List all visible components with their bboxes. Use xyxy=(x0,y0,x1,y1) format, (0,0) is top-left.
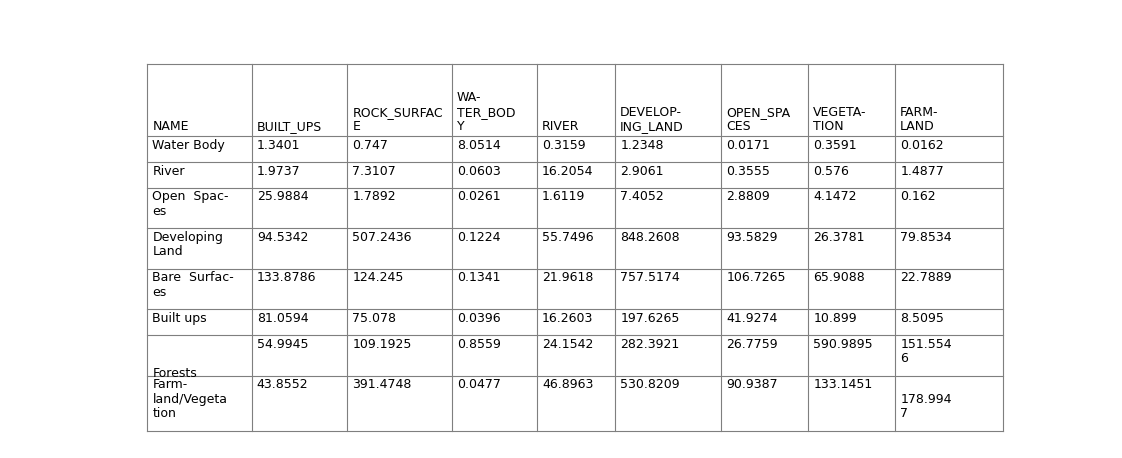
Text: 530.8209: 530.8209 xyxy=(620,378,680,391)
Text: 16.2054: 16.2054 xyxy=(542,164,594,178)
Text: 106.7265: 106.7265 xyxy=(726,272,785,284)
Text: Forests: Forests xyxy=(153,338,197,380)
Text: 1.3401: 1.3401 xyxy=(257,139,301,152)
Text: 41.9274: 41.9274 xyxy=(726,312,778,325)
Text: 197.6265: 197.6265 xyxy=(620,312,680,325)
Text: 0.1341: 0.1341 xyxy=(457,272,500,284)
Text: 8.0514: 8.0514 xyxy=(457,139,500,152)
Text: 21.9618: 21.9618 xyxy=(542,272,594,284)
Text: 178.994
7: 178.994 7 xyxy=(900,378,951,420)
Text: 109.1925: 109.1925 xyxy=(352,338,412,351)
Text: DEVELOP-
ING_LAND: DEVELOP- ING_LAND xyxy=(620,106,684,133)
Text: 1.9737: 1.9737 xyxy=(257,164,301,178)
Text: FARM-
LAND: FARM- LAND xyxy=(900,106,939,133)
Text: 1.7892: 1.7892 xyxy=(352,191,396,203)
Text: 0.0477: 0.0477 xyxy=(457,378,500,391)
Text: 0.3555: 0.3555 xyxy=(726,164,770,178)
Text: 24.1542: 24.1542 xyxy=(542,338,594,351)
Text: 25.9884: 25.9884 xyxy=(257,191,309,203)
Text: 55.7496: 55.7496 xyxy=(542,231,594,244)
Text: VEGETA-
TION: VEGETA- TION xyxy=(813,106,867,133)
Text: 8.5095: 8.5095 xyxy=(900,312,944,325)
Text: Farm-
land/Vegeta
tion: Farm- land/Vegeta tion xyxy=(153,378,228,420)
Text: 391.4748: 391.4748 xyxy=(352,378,412,391)
Text: 90.9387: 90.9387 xyxy=(726,378,778,391)
Text: BUILT_UPS: BUILT_UPS xyxy=(257,120,322,133)
Text: 0.0603: 0.0603 xyxy=(457,164,500,178)
Text: 93.5829: 93.5829 xyxy=(726,231,778,244)
Text: 4.1472: 4.1472 xyxy=(813,191,857,203)
Text: Bare  Surfac-
es: Bare Surfac- es xyxy=(153,272,234,299)
Text: RIVER: RIVER xyxy=(542,120,579,133)
Text: 22.7889: 22.7889 xyxy=(900,272,951,284)
Text: Developing
Land: Developing Land xyxy=(153,231,223,258)
Text: 0.162: 0.162 xyxy=(900,191,936,203)
Text: OPEN_SPA
CES: OPEN_SPA CES xyxy=(726,106,791,133)
Text: WA-
TER_BOD
Y: WA- TER_BOD Y xyxy=(457,91,515,133)
Text: 2.8809: 2.8809 xyxy=(726,191,770,203)
Text: 75.078: 75.078 xyxy=(352,312,396,325)
Text: 0.576: 0.576 xyxy=(813,164,849,178)
Text: 0.747: 0.747 xyxy=(352,139,388,152)
Text: NAME: NAME xyxy=(153,120,188,133)
Text: 94.5342: 94.5342 xyxy=(257,231,309,244)
Text: Open  Spac-
es: Open Spac- es xyxy=(153,191,229,218)
Text: 1.2348: 1.2348 xyxy=(620,139,664,152)
Text: 507.2436: 507.2436 xyxy=(352,231,412,244)
Text: 0.0162: 0.0162 xyxy=(900,139,944,152)
Text: 7.4052: 7.4052 xyxy=(620,191,664,203)
Text: 0.0261: 0.0261 xyxy=(457,191,500,203)
Text: 0.0171: 0.0171 xyxy=(726,139,770,152)
Text: 26.3781: 26.3781 xyxy=(813,231,865,244)
Text: 10.899: 10.899 xyxy=(813,312,857,325)
Text: 7.3107: 7.3107 xyxy=(352,164,396,178)
Text: 16.2603: 16.2603 xyxy=(542,312,594,325)
Text: 46.8963: 46.8963 xyxy=(542,378,594,391)
Text: 151.554
6: 151.554 6 xyxy=(900,338,951,365)
Text: 590.9895: 590.9895 xyxy=(813,338,873,351)
Text: 0.3591: 0.3591 xyxy=(813,139,857,152)
Text: 282.3921: 282.3921 xyxy=(620,338,680,351)
Text: 0.8559: 0.8559 xyxy=(457,338,500,351)
Text: 26.7759: 26.7759 xyxy=(726,338,778,351)
Text: 0.0396: 0.0396 xyxy=(457,312,500,325)
Text: 1.4877: 1.4877 xyxy=(900,164,944,178)
Text: 1.6119: 1.6119 xyxy=(542,191,586,203)
Text: Built ups: Built ups xyxy=(153,312,208,325)
Text: ROCK_SURFAC
E: ROCK_SURFAC E xyxy=(352,106,443,133)
Text: 0.1224: 0.1224 xyxy=(457,231,500,244)
Text: 124.245: 124.245 xyxy=(352,272,404,284)
Text: 133.1451: 133.1451 xyxy=(813,378,873,391)
Text: 133.8786: 133.8786 xyxy=(257,272,316,284)
Text: River: River xyxy=(153,164,185,178)
Text: 54.9945: 54.9945 xyxy=(257,338,309,351)
Text: 848.2608: 848.2608 xyxy=(620,231,680,244)
Text: 43.8552: 43.8552 xyxy=(257,378,309,391)
Text: 757.5174: 757.5174 xyxy=(620,272,680,284)
Text: 65.9088: 65.9088 xyxy=(813,272,865,284)
Text: 81.0594: 81.0594 xyxy=(257,312,309,325)
Text: 79.8534: 79.8534 xyxy=(900,231,951,244)
Text: 2.9061: 2.9061 xyxy=(620,164,664,178)
Text: 0.3159: 0.3159 xyxy=(542,139,586,152)
Text: Water Body: Water Body xyxy=(153,139,226,152)
